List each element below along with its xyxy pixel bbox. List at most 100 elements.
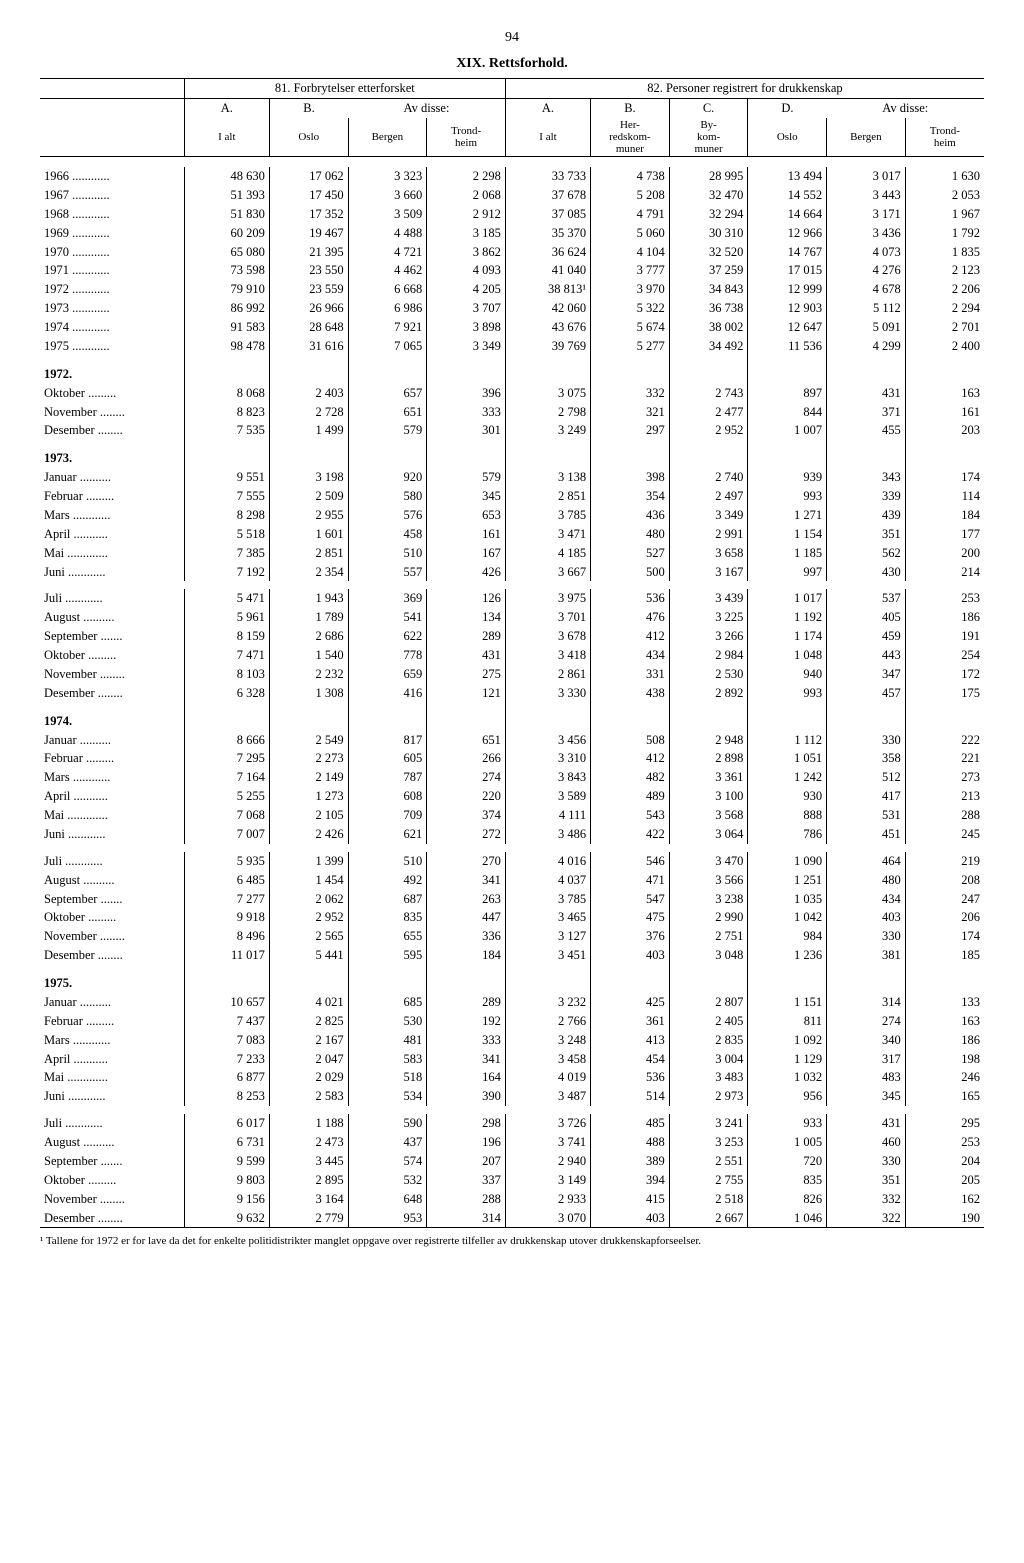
cell: 8 159 xyxy=(184,627,269,646)
cell: 2 728 xyxy=(269,403,348,422)
cell: 3 589 xyxy=(505,787,590,806)
cell: 4 678 xyxy=(827,280,906,299)
cell: 7 385 xyxy=(184,544,269,563)
row-label: Mai ............. xyxy=(40,544,184,563)
cell: 3 785 xyxy=(505,890,590,909)
cell: 174 xyxy=(905,927,984,946)
cell: 162 xyxy=(905,1190,984,1209)
cell: 425 xyxy=(591,993,670,1012)
cell: 39 769 xyxy=(505,337,590,356)
cell: 518 xyxy=(348,1068,427,1087)
cell: 897 xyxy=(748,384,827,403)
cell: 17 450 xyxy=(269,186,348,205)
cell: 4 111 xyxy=(505,806,590,825)
cell: 595 xyxy=(348,946,427,965)
cell: 455 xyxy=(827,421,906,440)
row-label: Juli ............ xyxy=(40,1114,184,1133)
cell: 438 xyxy=(591,684,670,703)
cell: 51 830 xyxy=(184,205,269,224)
cell: 1 271 xyxy=(748,506,827,525)
cell: 3 048 xyxy=(669,946,748,965)
cell: 369 xyxy=(348,589,427,608)
table-row: August ..........6 7312 4734371963 74148… xyxy=(40,1133,984,1152)
cell: 343 xyxy=(827,468,906,487)
cell: 405 xyxy=(827,608,906,627)
cell: 939 xyxy=(748,468,827,487)
cell: 3 418 xyxy=(505,646,590,665)
cell: 8 103 xyxy=(184,665,269,684)
cell: 460 xyxy=(827,1133,906,1152)
cell: 65 080 xyxy=(184,243,269,262)
cell: 574 xyxy=(348,1152,427,1171)
cell: 530 xyxy=(348,1012,427,1031)
cell: 485 xyxy=(591,1114,670,1133)
cell: 811 xyxy=(748,1012,827,1031)
cell: 537 xyxy=(827,589,906,608)
cell: 9 551 xyxy=(184,468,269,487)
cell: 398 xyxy=(591,468,670,487)
cell: 7 192 xyxy=(184,563,269,582)
cell: 347 xyxy=(827,665,906,684)
table-header xyxy=(40,79,184,99)
cell: 482 xyxy=(591,768,670,787)
cell: 295 xyxy=(905,1114,984,1133)
cell: 536 xyxy=(591,589,670,608)
cell: 437 xyxy=(348,1133,427,1152)
cell: 687 xyxy=(348,890,427,909)
table-row: Februar .........7 4372 8255301922 76636… xyxy=(40,1012,984,1031)
cell: 1 499 xyxy=(269,421,348,440)
table-header: A. xyxy=(505,98,590,117)
cell: 3 843 xyxy=(505,768,590,787)
row-label: Oktober ......... xyxy=(40,646,184,665)
cell: 709 xyxy=(348,806,427,825)
cell: 204 xyxy=(905,1152,984,1171)
cell: 3 566 xyxy=(669,871,748,890)
cell: 1 943 xyxy=(269,589,348,608)
cell: 2 851 xyxy=(269,544,348,563)
cell: 5 518 xyxy=(184,525,269,544)
table-row: 1971 ............73 59823 5504 4624 0934… xyxy=(40,261,984,280)
table-header: By-kom-muner xyxy=(669,118,748,157)
cell: 2 105 xyxy=(269,806,348,825)
cell: 4 019 xyxy=(505,1068,590,1087)
row-label: September ....... xyxy=(40,627,184,646)
cell: 9 156 xyxy=(184,1190,269,1209)
cell: 3 470 xyxy=(669,852,748,871)
cell: 126 xyxy=(427,589,506,608)
table-row: Mars ............8 2982 9555766533 78543… xyxy=(40,506,984,525)
cell: 930 xyxy=(748,787,827,806)
table-row: Juni ............7 1922 3545574263 66750… xyxy=(40,563,984,582)
cell: 2 892 xyxy=(669,684,748,703)
cell: 7 007 xyxy=(184,825,269,844)
cell: 1 967 xyxy=(905,205,984,224)
cell: 2 583 xyxy=(269,1087,348,1106)
cell: 1 092 xyxy=(748,1031,827,1050)
cell: 7 535 xyxy=(184,421,269,440)
cell: 214 xyxy=(905,563,984,582)
cell: 167 xyxy=(427,544,506,563)
cell: 2 403 xyxy=(269,384,348,403)
cell: 3 975 xyxy=(505,589,590,608)
cell: 247 xyxy=(905,890,984,909)
row-label: 1967 ............ xyxy=(40,186,184,205)
cell: 7 065 xyxy=(348,337,427,356)
row-label: Mai ............. xyxy=(40,1068,184,1087)
cell: 14 664 xyxy=(748,205,827,224)
cell: 198 xyxy=(905,1050,984,1069)
cell: 651 xyxy=(348,403,427,422)
row-label: 1968 ............ xyxy=(40,205,184,224)
row-label: Juni ............ xyxy=(40,563,184,582)
cell: 546 xyxy=(591,852,670,871)
cell: 41 040 xyxy=(505,261,590,280)
cell: 12 999 xyxy=(748,280,827,299)
cell: 5 255 xyxy=(184,787,269,806)
cell: 1 048 xyxy=(748,646,827,665)
row-label: Mai ............. xyxy=(40,806,184,825)
cell: 2 530 xyxy=(669,665,748,684)
cell: 1 192 xyxy=(748,608,827,627)
cell: 381 xyxy=(827,946,906,965)
cell: 337 xyxy=(427,1171,506,1190)
cell: 3 726 xyxy=(505,1114,590,1133)
cell: 274 xyxy=(427,768,506,787)
cell: 685 xyxy=(348,993,427,1012)
